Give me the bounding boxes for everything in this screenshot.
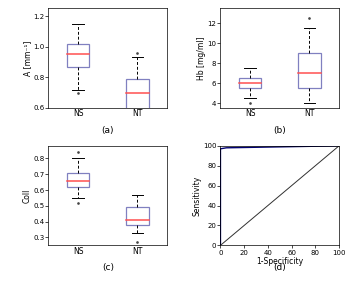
Y-axis label: Hb [mg/ml]: Hb [mg/ml]	[197, 36, 206, 80]
Text: (b): (b)	[273, 126, 286, 135]
Text: (a): (a)	[101, 126, 114, 135]
X-axis label: 1-Specificity: 1-Specificity	[256, 257, 303, 266]
Y-axis label: A [mm⁻¹]: A [mm⁻¹]	[22, 41, 31, 76]
Y-axis label: Coll: Coll	[22, 188, 31, 203]
Text: (c): (c)	[102, 263, 114, 272]
Text: (d): (d)	[273, 263, 286, 272]
Y-axis label: Sensitivity: Sensitivity	[192, 175, 201, 216]
